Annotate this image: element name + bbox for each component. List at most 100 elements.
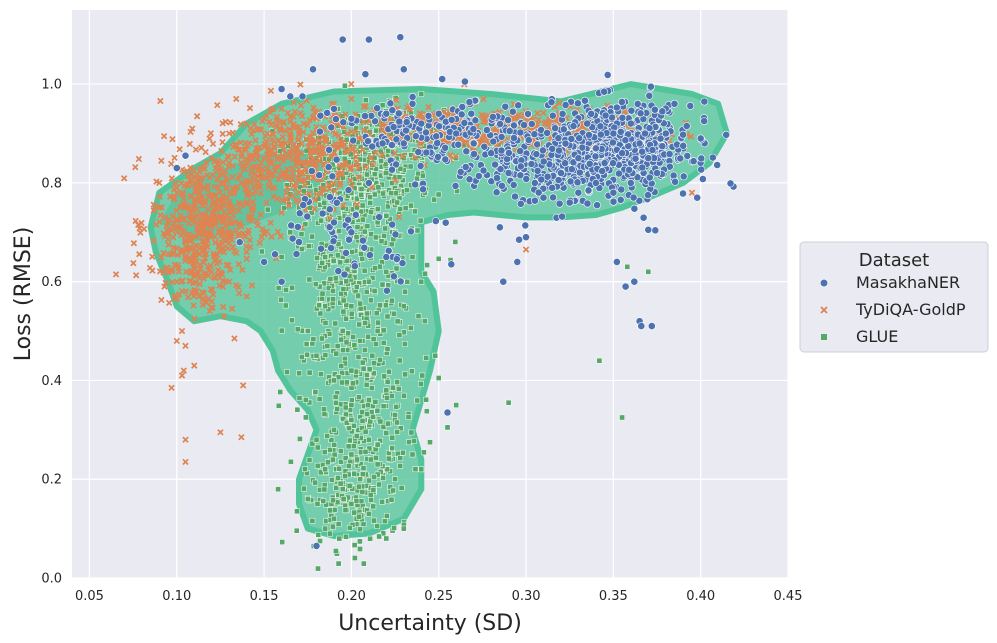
point-glue [278,296,284,303]
point-tydiqa-goldp [339,139,346,146]
point-masakhaner [633,100,642,108]
point-glue [350,443,357,449]
point-tydiqa-goldp [393,97,400,104]
point-tydiqa-goldp [180,202,187,210]
point-glue [350,380,356,387]
point-masakhaner [592,144,600,153]
point-glue [389,297,395,304]
point-tydiqa-goldp [245,227,252,234]
point-glue [394,379,401,385]
point-glue [335,560,342,567]
point-tydiqa-goldp [179,191,187,198]
point-tydiqa-goldp [248,174,256,181]
point-tydiqa-goldp [360,118,367,126]
point-glue [388,190,395,197]
point-tydiqa-goldp [201,254,209,262]
point-masakhaner [422,128,430,137]
point-masakhaner [508,107,517,116]
point-glue [392,476,398,483]
point-glue [364,411,371,417]
point-glue [373,310,380,317]
point-tydiqa-goldp [238,159,245,166]
point-tydiqa-goldp [392,177,399,184]
point-masakhaner [391,230,400,239]
point-glue [393,190,399,197]
point-tydiqa-goldp [283,173,290,181]
point-tydiqa-goldp [480,118,488,125]
point-glue [367,194,373,201]
point-masakhaner [697,154,706,163]
point-masakhaner [585,159,594,168]
point-tydiqa-goldp [156,193,164,200]
point-tydiqa-goldp [534,110,541,117]
point-glue [345,463,352,469]
point-masakhaner [537,175,546,184]
point-tydiqa-goldp [216,258,223,265]
point-tydiqa-goldp [353,159,361,167]
x-tick-labels: 0.05 0.10 0.15 0.20 0.25 0.30 0.35 0.40 0.45 [75,589,802,604]
point-tydiqa-goldp [264,130,271,137]
point-tydiqa-goldp [260,115,268,122]
point-glue [353,234,360,241]
point-masakhaner [382,109,391,118]
point-glue [382,161,389,168]
point-tydiqa-goldp [160,269,167,276]
point-tydiqa-goldp [171,292,178,300]
point-masakhaner [617,185,626,194]
point-glue [427,439,433,446]
point-masakhaner [434,152,442,161]
point-masakhaner [345,235,353,244]
point-glue [357,300,364,307]
point-glue [378,158,384,164]
point-masakhaner [530,178,539,187]
point-tydiqa-goldp [269,171,277,178]
point-tydiqa-goldp [226,190,234,198]
point-glue [366,510,372,517]
point-tydiqa-goldp [285,202,293,209]
point-masakhaner [327,123,336,132]
point-glue [367,418,374,425]
point-masakhaner [676,154,685,163]
point-tydiqa-goldp [182,254,189,262]
point-glue [281,205,288,211]
point-masakhaner [527,120,536,128]
point-tydiqa-goldp [344,130,351,137]
point-glue [370,413,376,420]
point-masakhaner [432,132,441,141]
point-tydiqa-goldp [256,126,263,133]
point-glue [313,436,320,443]
point-masakhaner [338,35,347,44]
point-masakhaner [679,189,687,198]
point-tydiqa-goldp [362,163,370,170]
point-tydiqa-goldp [220,159,227,166]
point-glue [275,285,282,291]
point-glue [388,241,395,248]
point-tydiqa-goldp [199,301,206,309]
point-masakhaner [489,137,498,146]
point-masakhaner [565,198,574,207]
point-glue [393,403,400,410]
point-masakhaner [509,180,518,189]
point-masakhaner [631,154,640,163]
point-masakhaner [492,188,501,197]
point-glue [505,399,512,406]
point-masakhaner [361,112,369,120]
point-glue [288,458,294,465]
y-tick-label: 0.4 [41,374,62,389]
point-tydiqa-goldp [216,171,223,179]
point-glue [335,521,342,527]
point-glue [385,455,392,462]
point-masakhaner [386,99,395,108]
point-glue [435,255,442,262]
point-tydiqa-goldp [228,305,236,312]
point-glue [302,466,308,472]
point-tydiqa-goldp [687,133,695,140]
point-glue [344,379,350,386]
point-masakhaner [351,210,360,219]
point-masakhaner [573,178,582,187]
point-glue [340,297,347,304]
point-glue [343,419,350,426]
point-tydiqa-goldp [164,219,172,226]
point-tydiqa-goldp [160,230,168,237]
point-glue [385,450,392,456]
